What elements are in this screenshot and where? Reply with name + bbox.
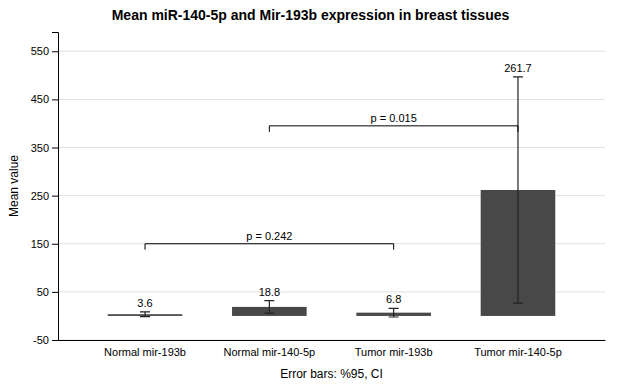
y-axis: 550 450 350 250 150 50 -50 [31, 33, 59, 347]
y-tick-mark [52, 340, 58, 341]
y-tick: 250 [31, 190, 58, 202]
annotations: p = 0.242 p = 0.015 [145, 112, 518, 250]
x-tick-label: Normal mir-140-5p [223, 346, 315, 358]
y-tick-mark [52, 292, 58, 293]
y-tick-mark [52, 148, 58, 149]
grid-line [58, 99, 605, 100]
x-tick-label: Tumor mir-140-5p [474, 346, 562, 358]
grid-line [58, 340, 605, 341]
marks [108, 77, 556, 317]
y-tick-label: 350 [31, 142, 49, 154]
y-tick-label: 250 [31, 190, 49, 202]
y-tick-label: 450 [31, 93, 49, 105]
y-tick: 450 [31, 93, 58, 105]
error-bar [513, 77, 523, 303]
x-axis-title: Error bars: %95, CI [280, 367, 383, 381]
x-tick: Tumor mir-140-5p [474, 346, 562, 358]
x-axis: Normal mir-193b Normal mir-140-5p Tumor mi… [59, 341, 606, 359]
x-tick: Normal mir-193b [104, 346, 186, 358]
y-tick-label: 50 [37, 286, 49, 298]
significance-bracket [145, 244, 394, 250]
plot: 55045035025015050-50Normal mir-193bNorma… [31, 33, 606, 359]
y-tick-mark [52, 196, 58, 197]
y-tick-mark [52, 244, 58, 245]
y-tick-mark [52, 99, 58, 100]
y-tick: 50 [37, 286, 58, 298]
grid-line [58, 51, 605, 52]
y-tick: 350 [31, 142, 58, 154]
grid [58, 51, 605, 340]
error-bar [140, 312, 150, 317]
y-axis-line [52, 33, 59, 341]
data-label: 18.8 [259, 286, 280, 298]
error-bar [389, 308, 399, 317]
y-tick-label: 550 [31, 45, 49, 57]
y-tick: 150 [31, 238, 58, 250]
x-tick: Normal mir-140-5p [223, 346, 315, 358]
chart: 55045035025015050-50Normal mir-193bNorma… [0, 0, 621, 386]
x-tick-label: Tumor mir-193b [355, 346, 433, 358]
y-tick: -50 [33, 334, 58, 346]
annotation-text: p = 0.242 [246, 230, 292, 242]
y-tick: 550 [31, 45, 58, 57]
annotation-text: p = 0.015 [371, 112, 417, 124]
error-bar [264, 301, 274, 314]
grid-line [58, 147, 605, 148]
y-axis-title: Mean value [7, 155, 21, 217]
data-label: 261.7 [504, 62, 532, 74]
y-tick-label: -50 [33, 334, 49, 346]
data-label: 3.6 [137, 297, 152, 309]
data-label: 6.8 [386, 293, 401, 305]
x-tick-label: Normal mir-193b [104, 346, 186, 358]
y-tick-label: 150 [31, 238, 49, 250]
y-tick-mark [52, 51, 58, 52]
title: Mean miR-140-5p and Mir-193b expression … [112, 7, 510, 23]
x-axis-line [59, 340, 606, 341]
significance-bracket [269, 126, 518, 132]
data-labels: 3.6 18.8 6.8 261.7 [137, 62, 531, 309]
x-tick: Tumor mir-193b [355, 346, 433, 358]
